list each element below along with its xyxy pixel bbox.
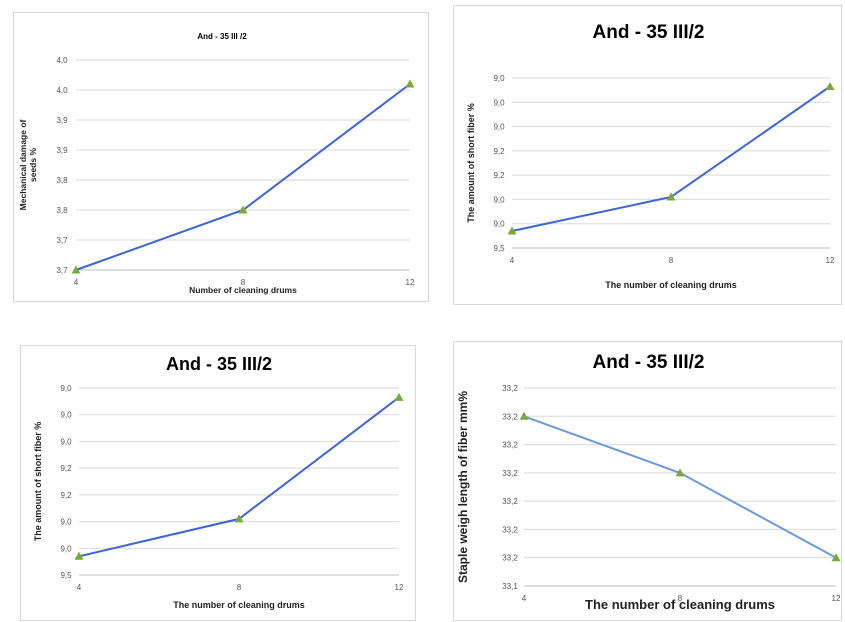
x-tick-label: 4 [522, 594, 527, 603]
y-tick-label: 9,0 [60, 518, 72, 527]
data-point-marker [238, 205, 248, 214]
x-tick-label: 4 [510, 256, 515, 265]
series-line [511, 85, 831, 232]
chart-panel-short-fiber-top: 9,5 9,0 9,0 9,2 9,2 9,0 9,0 9,0 4 8 12 And - 35 III… [453, 5, 842, 305]
y-tick-label: 33,2 [502, 525, 518, 534]
y-tick-label: 33,2 [502, 497, 518, 506]
y-tick-label: 9,0 [60, 437, 72, 446]
y-axis-label: Staple weigh length of fiber mm% [456, 391, 470, 583]
y-tick-label: 9,0 [493, 74, 505, 83]
y-tick-label: 3,8 [56, 206, 68, 215]
data-point-marker [71, 265, 81, 274]
y-tick-label: 9,0 [60, 411, 72, 420]
chart-title: And - 35 III/2 [593, 352, 705, 373]
y-tick-label: 9,0 [493, 98, 505, 107]
x-tick-label: 4 [77, 583, 82, 592]
y-tick-label: 4,0 [56, 86, 68, 95]
y-tick-label: 33,1 [502, 582, 518, 591]
y-tick-label: 9,5 [60, 571, 72, 580]
chart-svg: 9,5 9,0 9,0 9,2 9,2 9,0 9,0 9,0 4 8 12 And - 35 III… [466, 22, 835, 290]
y-tick-label: 33,2 [502, 441, 518, 450]
chart-panel-staple-length: 33,1 33,2 33,2 33,2 33,2 33,2 33,2 33,2 4 8 12 And … [453, 341, 842, 621]
y-tick-label: 3,9 [56, 146, 68, 155]
chart-svg: 33,1 33,2 33,2 33,2 33,2 33,2 33,2 33,2 4 8 12 And … [456, 352, 841, 612]
x-tick-label: 8 [678, 594, 683, 603]
y-tick-label: 3,8 [56, 176, 68, 185]
x-tick-label: 8 [669, 256, 674, 265]
y-axis-label: The amount of short fiber % [466, 103, 476, 223]
y-tick-label: 33,2 [502, 412, 518, 421]
series-line [523, 415, 837, 559]
y-tick-label: 9,0 [60, 384, 72, 393]
y-tick-label: 33,2 [502, 384, 518, 393]
data-point-marker [519, 411, 529, 420]
y-tick-label: 33,2 [502, 469, 518, 478]
y-tick-label: 9,2 [60, 491, 72, 500]
data-point-marker [74, 551, 84, 560]
chart-panel-mechanical-damage: 3,7 3,7 3,8 3,8 3,9 3,9 4,0 4,0 4 8 12 And - 35 III… [13, 12, 429, 302]
chart-svg: 3,7 3,7 3,8 3,8 3,9 3,9 4,0 4,0 4 8 12 And - 35 III… [18, 32, 415, 295]
x-axis-label: The number of cleaning drums [173, 600, 305, 610]
x-tick-label: 12 [395, 583, 404, 592]
data-point-marker [675, 468, 685, 477]
chart-svg: 9,5 9,0 9,0 9,2 9,2 9,0 9,0 9,0 4 8 12 And - 35 III… [33, 354, 404, 610]
data-point-marker [405, 79, 415, 88]
x-tick-label: 8 [241, 278, 246, 287]
data-point-marker [507, 226, 517, 235]
y-tick-label: 9,2 [493, 147, 505, 156]
x-axis-label: Number of cleaning drums [189, 285, 297, 295]
x-tick-label: 12 [406, 278, 415, 287]
y-tick-label: 33,2 [502, 554, 518, 563]
y-tick-label: 4,0 [56, 56, 68, 65]
x-tick-label: 4 [74, 278, 79, 287]
y-tick-label: 9,0 [493, 195, 505, 204]
y-tick-label: 9,2 [60, 464, 72, 473]
chart-panel-short-fiber-bottom: 9,5 9,0 9,0 9,2 9,2 9,0 9,0 9,0 4 8 12 And - 35 III… [20, 345, 416, 621]
series-line [75, 83, 411, 271]
x-axis-label: The number of cleaning drums [585, 597, 775, 612]
chart-title: And - 35 III /2 [197, 32, 247, 41]
y-tick-label: 3,7 [56, 266, 68, 275]
data-point-marker [666, 192, 676, 201]
data-point-marker [825, 82, 835, 90]
data-point-marker [234, 514, 244, 523]
chart-title: And - 35 III/2 [166, 354, 272, 374]
y-tick-label: 9,0 [60, 544, 72, 553]
y-tick-label: 3,9 [56, 116, 68, 125]
x-tick-label: 8 [237, 583, 242, 592]
y-tick-label: 9,0 [493, 220, 505, 229]
data-point-marker [831, 553, 841, 562]
chart-title: And - 35 III/2 [593, 22, 705, 43]
y-axis-label: The amount of short fiber % [33, 422, 43, 542]
series-line [78, 396, 400, 558]
y-tick-label: 9,5 [493, 244, 505, 253]
y-axis-label: Mechanical damage ofseeds % [18, 119, 38, 210]
y-tick-label: 9,0 [493, 123, 505, 132]
y-tick-label: 3,7 [56, 236, 68, 245]
x-axis-label: The number of cleaning drums [605, 280, 737, 290]
data-point-marker [394, 392, 404, 401]
x-tick-label: 12 [826, 256, 835, 265]
y-tick-label: 9,2 [493, 171, 505, 180]
x-tick-label: 12 [832, 594, 841, 603]
